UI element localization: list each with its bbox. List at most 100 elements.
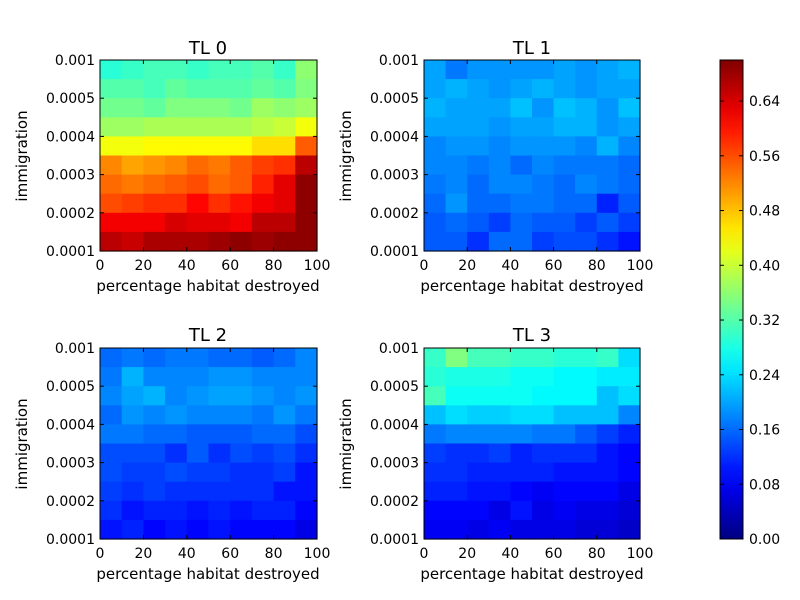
heatmap-cell: [295, 462, 318, 483]
heatmap-cell: [273, 348, 296, 368]
heatmap-cell: [467, 98, 490, 118]
heatmap-cell: [186, 462, 210, 483]
heatmap-cell: [424, 386, 447, 406]
heatmap-cell: [596, 500, 619, 521]
heatmap-cell: [532, 98, 555, 118]
heatmap-cell: [596, 79, 619, 99]
heatmap-cell: [121, 117, 144, 137]
heatmap-cell: [618, 367, 641, 387]
heatmap-cell: [165, 481, 188, 502]
heatmap-cell: [618, 60, 641, 80]
heatmap-cell: [230, 462, 253, 483]
heatmap-cell: [165, 500, 188, 521]
heatmap-cell: [510, 367, 533, 387]
x-axis-label: percentage habitat destroyed: [96, 565, 319, 583]
heatmap-cell: [143, 231, 166, 252]
heatmap-cell: [121, 79, 144, 99]
heatmap-cell: [121, 174, 144, 195]
heatmap-cell: [488, 519, 511, 540]
heatmap-cell: [208, 155, 231, 176]
heatmap-cell: [424, 98, 447, 118]
heatmap-cell: [143, 117, 166, 137]
y-tick-label: 0.0005: [46, 91, 95, 107]
heatmap-cell: [251, 462, 275, 483]
colorbar-tick-label: 0.40: [749, 258, 780, 274]
heatmap-cell: [553, 443, 576, 464]
heatmap-cell: [295, 519, 318, 540]
heatmap-cell: [100, 174, 123, 195]
colorbar-tick-label: 0.16: [749, 423, 780, 439]
heatmap-cell: [467, 462, 490, 483]
x-tick-label: 0: [96, 258, 105, 274]
colorbar-frame: [719, 59, 744, 540]
x-tick-label: 0: [420, 546, 429, 562]
heatmap-cell: [445, 231, 468, 252]
heatmap-panel-tl2: TL 2 0 20 40 60 80 100 0.00010.00020.00030.00…: [13, 325, 330, 583]
panel-title: TL 0: [188, 38, 227, 59]
heatmap-cell: [488, 231, 511, 252]
heatmap-cell: [424, 60, 447, 80]
heatmap-cell: [186, 519, 210, 540]
heatmap-cell: [208, 212, 231, 233]
heatmap-cell: [143, 386, 166, 406]
heatmap-cell: [467, 117, 490, 137]
heatmap-cell: [143, 405, 166, 425]
heatmap-cell: [488, 193, 511, 214]
heatmap-cell: [467, 500, 490, 521]
heatmap-cell: [445, 155, 468, 176]
heatmap-cell: [596, 462, 619, 483]
heatmap-cell: [143, 79, 166, 99]
heatmap-cell: [165, 462, 188, 483]
x-axis-label: percentage habitat destroyed: [420, 277, 643, 295]
heatmap-cell: [121, 405, 144, 425]
heatmap-cell: [618, 405, 641, 425]
x-tick-label: 40: [178, 258, 196, 274]
heatmap-cell: [100, 60, 123, 80]
heatmap-cell: [596, 481, 619, 502]
heatmap-cells: [100, 60, 318, 252]
heatmap-cell: [273, 212, 296, 233]
y-tick-label: 0.0002: [370, 494, 419, 510]
heatmap-cell: [251, 481, 275, 502]
heatmap-cell: [618, 386, 641, 406]
x-tick-label: 40: [501, 546, 519, 562]
heatmap-cell: [100, 481, 123, 502]
y-tick-label: 0.0004: [46, 129, 95, 145]
heatmap-cell: [186, 405, 210, 425]
heatmap-cell: [186, 136, 210, 157]
heatmap-cell: [575, 481, 598, 502]
heatmap-cell: [575, 193, 598, 214]
heatmap-cell: [251, 386, 275, 406]
heatmap-cell: [143, 481, 166, 502]
heatmap-cell: [186, 60, 210, 80]
heatmap-cell: [467, 367, 490, 387]
heatmap-cell: [230, 155, 253, 176]
heatmap-cell: [230, 386, 253, 406]
panel-title: TL 1: [512, 38, 551, 59]
heatmap-cell: [186, 79, 210, 99]
heatmap-cell: [445, 174, 468, 195]
heatmap-cell: [273, 60, 296, 80]
heatmap-cell: [467, 405, 490, 425]
heatmap-cell: [143, 500, 166, 521]
heatmap-cell: [121, 481, 144, 502]
plot-frame: [423, 59, 641, 252]
x-tick-label: 80: [265, 258, 283, 274]
x-axis-ticks: 0 20 40 60 80 100: [420, 60, 653, 274]
heatmap-cell: [575, 155, 598, 176]
heatmap-cell: [208, 462, 231, 483]
heatmap-cell: [510, 79, 533, 99]
heatmap-cell: [467, 79, 490, 99]
heatmap-cell: [100, 519, 123, 540]
heatmap-cell: [143, 98, 166, 118]
y-tick-label: 0.0001: [370, 532, 419, 548]
heatmap-cell: [121, 136, 144, 157]
heatmap-cell: [143, 348, 166, 368]
heatmap-cell: [510, 212, 533, 233]
heatmap-cell: [208, 136, 231, 157]
heatmap-cell: [618, 462, 641, 483]
heatmap-cell: [100, 231, 123, 252]
heatmap-cell: [596, 212, 619, 233]
heatmap-cell: [467, 174, 490, 195]
